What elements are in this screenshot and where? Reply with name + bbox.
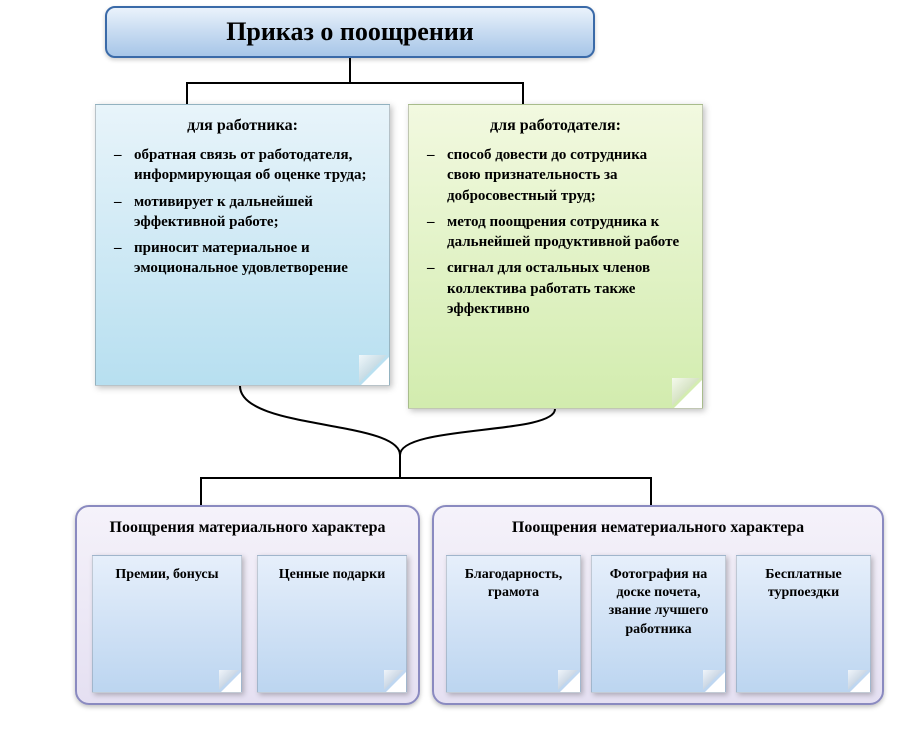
page-fold-icon (558, 670, 580, 692)
small-note: Ценные подарки (257, 555, 407, 693)
page-fold-icon (384, 670, 406, 692)
connector (200, 477, 652, 479)
small-note-label: Фотография на доске почета, звание лучше… (609, 567, 709, 637)
small-note: Благодарность, грамота (446, 555, 581, 693)
small-note: Фотография на доске почета, звание лучше… (591, 555, 726, 693)
page-fold-icon (848, 670, 870, 692)
small-note-label: Ценные подарки (279, 567, 386, 582)
small-note-label: Премии, бонусы (115, 567, 218, 582)
page-fold-icon (219, 670, 241, 692)
small-note-label: Бесплатные турпоездки (765, 567, 842, 600)
small-note: Премии, бонусы (92, 555, 242, 693)
group-material: Поощрения материального характера Премии… (75, 505, 420, 705)
page-fold-icon (703, 670, 725, 692)
group-material-title: Поощрения материального характера (77, 519, 418, 537)
connector (650, 477, 652, 505)
connector (200, 477, 202, 505)
group-nonmaterial-title: Поощрения нематериального характера (434, 519, 882, 537)
connector (399, 455, 401, 477)
group-nonmaterial: Поощрения нематериального характера Благ… (432, 505, 884, 705)
small-note-label: Благодарность, грамота (465, 567, 562, 600)
small-note: Бесплатные турпоездки (736, 555, 871, 693)
